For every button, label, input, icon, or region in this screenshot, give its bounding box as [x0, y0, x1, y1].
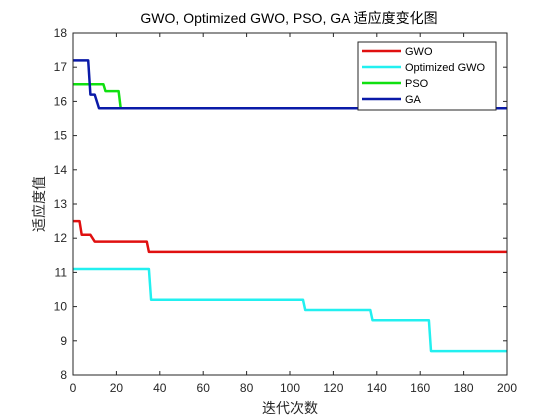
x-tick-label: 20 [110, 381, 124, 395]
legend-label-optimized-gwo: Optimized GWO [405, 62, 486, 74]
series-layer [73, 59, 507, 353]
x-axis: 0 20 40 60 80 100 120 140 160 180 200 [70, 33, 517, 395]
y-tick-label: 18 [54, 26, 68, 40]
y-tick-label: 8 [60, 368, 67, 382]
y-tick-label: 14 [54, 163, 68, 177]
chart-title: GWO, Optimized GWO, PSO, GA 适应度变化图 [140, 10, 437, 26]
x-tick-label: 0 [70, 381, 77, 395]
y-tick-label: 15 [54, 129, 68, 143]
y-tick-label: 12 [54, 231, 68, 245]
series-line-optimized-gwo [73, 267, 507, 353]
series-line-gwo [73, 219, 507, 254]
y-tick-label: 9 [60, 334, 67, 348]
x-tick-label: 80 [240, 381, 254, 395]
x-tick-label: 180 [454, 381, 474, 395]
legend-label-pso: PSO [405, 78, 429, 90]
x-tick-label: 40 [153, 381, 167, 395]
x-tick-label: 120 [323, 381, 343, 395]
x-tick-label: 140 [367, 381, 387, 395]
series-line-pso [73, 83, 122, 109]
legend-label-gwo: GWO [405, 46, 433, 58]
legend-label-ga: GA [405, 94, 422, 106]
series-line-ga [73, 59, 507, 110]
y-tick-label: 11 [55, 265, 68, 279]
x-tick-label: 160 [410, 381, 430, 395]
y-tick-label: 13 [54, 197, 68, 211]
y-tick-label: 10 [54, 300, 68, 314]
legend: GWO Optimized GWO PSO GA [357, 41, 497, 111]
legend-items: GWO Optimized GWO PSO GA [362, 46, 486, 106]
y-tick-label: 16 [54, 94, 68, 108]
y-axis: 8 9 10 11 12 13 14 15 16 17 18 [54, 26, 507, 382]
y-tick-label: 17 [54, 60, 68, 74]
x-axis-title: 迭代次数 [262, 401, 318, 417]
x-tick-label: 200 [497, 381, 517, 395]
y-axis-title: 适应度值 [31, 176, 48, 232]
x-tick-label: 60 [197, 381, 211, 395]
x-tick-label: 100 [280, 381, 300, 395]
